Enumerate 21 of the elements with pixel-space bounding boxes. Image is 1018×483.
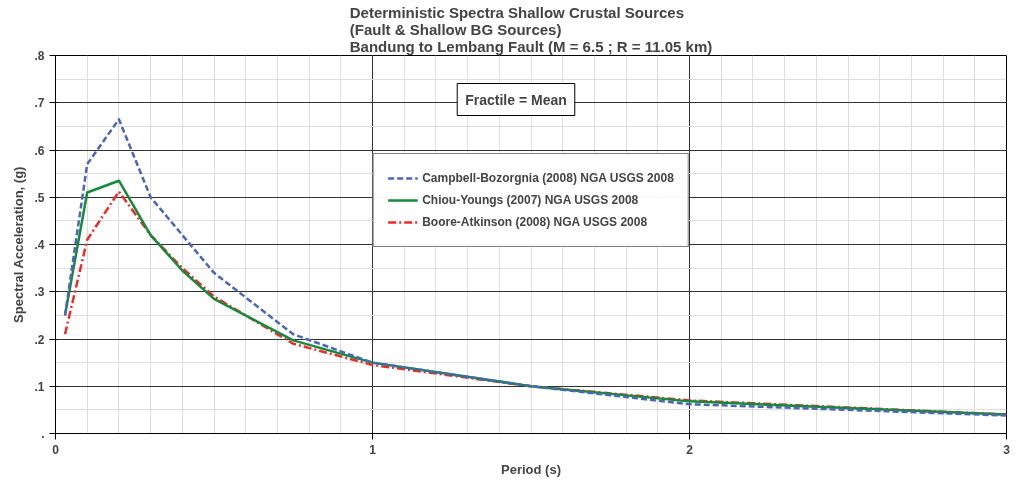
x-tick-label: 1 — [369, 442, 377, 457]
y-tick-label: .2 — [34, 332, 45, 347]
line-series — [63, 118, 1007, 417]
legend-label: Campbell-Bozorgnia (2008) NGA USGS 2008 — [422, 171, 674, 185]
y-tick-label: .3 — [34, 285, 45, 300]
y-tick-label: .8 — [34, 49, 45, 63]
y-axis-title: Spectral Acceleration, (g) — [11, 166, 27, 323]
x-tick-label: 2 — [686, 442, 694, 457]
y-tick-label: .7 — [34, 96, 45, 111]
y-tick-label: . — [41, 427, 45, 441]
x-tick-label: 0 — [52, 442, 60, 457]
x-tick-label: 3 — [1003, 442, 1011, 457]
legend-label: Chiou-Youngs (2007) NGA USGS 2008 — [422, 193, 639, 207]
annotation: Fractile = Mean — [465, 91, 567, 108]
legend-label: Boore-Atkinson (2008) NGA USGS 2008 — [422, 215, 648, 229]
y-tick-label: .6 — [34, 143, 45, 158]
chart-title: Deterministic Spectra Shallow Crustal Sources (Fault & Shallow BG Sources) Bandung to Lembang Fault (M = 6.5 ; R = 11.05 km) — [349, 3, 713, 55]
x-axis-title: Period (s) — [501, 461, 561, 477]
y-tick-label: .1 — [34, 379, 45, 394]
y-tick-label: .5 — [34, 190, 45, 205]
y-tick-label: .4 — [34, 238, 45, 252]
